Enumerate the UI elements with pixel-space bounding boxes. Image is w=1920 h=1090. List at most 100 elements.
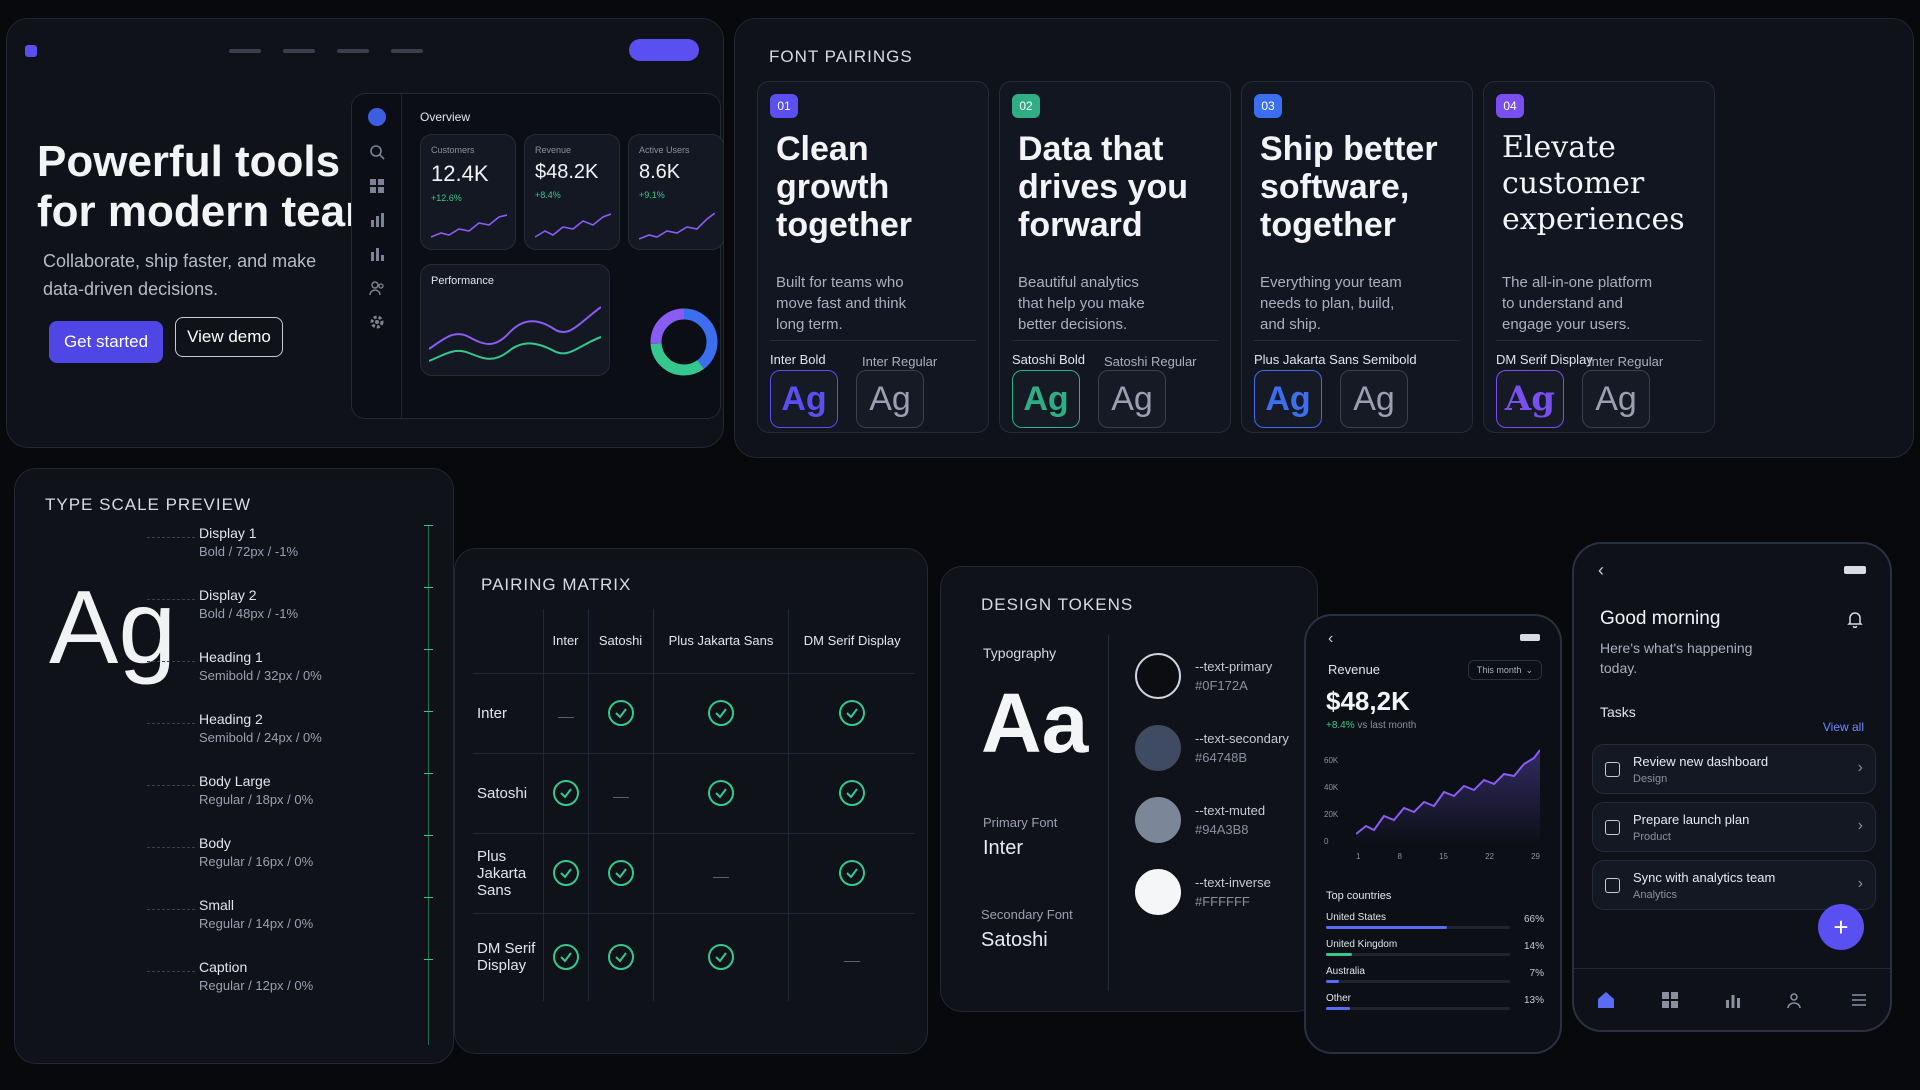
period-select[interactable]: This month ⌄: [1467, 660, 1542, 680]
font-sample-primary[interactable]: Ag: [1012, 370, 1080, 428]
bell-icon[interactable]: [1846, 610, 1864, 628]
dash-icon: [612, 796, 629, 798]
matrix-row-header: Inter: [473, 672, 543, 753]
type-scale-name: Display 2: [199, 587, 257, 603]
nav-link[interactable]: [391, 49, 423, 53]
matrix-cell[interactable]: [788, 832, 915, 913]
task-item[interactable]: Sync with analytics team Analytics ›: [1592, 860, 1876, 910]
matrix-cell[interactable]: [587, 752, 654, 833]
design-tokens-heading: DESIGN TOKENS: [981, 595, 1134, 614]
revenue-chart: [1356, 749, 1540, 846]
matrix-cell[interactable]: [788, 912, 915, 1001]
hero-card: Powerful tools for modern teams Collabor…: [6, 18, 724, 448]
type-scale-spec: Regular / 12px / 0%: [199, 978, 314, 993]
bar-chart-icon[interactable]: [369, 212, 385, 228]
sparkline: [431, 214, 507, 238]
home-icon[interactable]: [1596, 990, 1616, 1010]
task-checkbox[interactable]: [1605, 878, 1620, 893]
token-text: --text-secondary #64748B: [1195, 731, 1289, 765]
nav-cta-button[interactable]: [629, 39, 699, 61]
users-icon[interactable]: [368, 280, 385, 296]
matrix-cell[interactable]: [788, 752, 915, 833]
type-scale-divider: [147, 909, 195, 910]
search-icon[interactable]: [369, 144, 385, 160]
nav-link[interactable]: [283, 49, 315, 53]
type-scale-row: Caption Regular / 12px / 0%: [147, 959, 433, 993]
scale-tick: [424, 773, 433, 774]
y-tick-label: 40K: [1324, 783, 1339, 792]
divider: [1254, 340, 1460, 341]
view-demo-button[interactable]: View demo: [175, 317, 283, 357]
menu-icon[interactable]: [1850, 991, 1868, 1009]
matrix-cell[interactable]: [542, 912, 588, 1001]
matrix-cell[interactable]: [542, 752, 588, 833]
task-checkbox[interactable]: [1605, 820, 1620, 835]
matrix-corner: [473, 609, 543, 673]
check-icon: [839, 780, 866, 806]
task-tag: Analytics: [1633, 889, 1678, 901]
revenue-change: +8.4% vs last month: [1326, 720, 1417, 731]
typography-label: Typography: [983, 645, 1057, 661]
type-scale-row: Display 2 Bold / 48px / -1%: [147, 587, 433, 621]
grid-icon[interactable]: [1661, 991, 1679, 1009]
type-scale-spec: Semibold / 24px / 0%: [199, 730, 322, 745]
view-all-link[interactable]: View all: [1822, 720, 1864, 734]
greeting: Good morning: [1600, 608, 1721, 629]
font-sample-secondary[interactable]: Ag: [1098, 370, 1166, 428]
matrix-cell[interactable]: [652, 752, 789, 833]
country-percent: 14%: [1523, 941, 1544, 952]
font-sample-primary[interactable]: Ag: [770, 370, 838, 428]
pairing-card[interactable]: 02 Data that drives you forward Beautiful an…: [999, 81, 1231, 433]
back-icon[interactable]: ‹: [1328, 630, 1334, 647]
x-tick-label: 15: [1439, 852, 1448, 861]
matrix-cell[interactable]: [542, 672, 588, 753]
bar-chart-icon[interactable]: [1724, 991, 1742, 1009]
font-sample-primary[interactable]: Ag: [1254, 370, 1322, 428]
chevron-right-icon: ›: [1857, 875, 1863, 892]
task-item[interactable]: Review new dashboard Design ›: [1592, 744, 1876, 794]
check-icon: [552, 780, 579, 806]
task-item[interactable]: Prepare launch plan Product ›: [1592, 802, 1876, 852]
performance-chart: [429, 306, 601, 362]
add-task-button[interactable]: +: [1818, 904, 1864, 950]
matrix-cell[interactable]: [652, 672, 789, 753]
token-name: --text-muted: [1195, 803, 1266, 818]
token-hex: #94A3B8: [1195, 822, 1249, 837]
matrix-cell[interactable]: [652, 912, 789, 1001]
check-icon: [552, 944, 579, 971]
matrix-cell[interactable]: [788, 672, 915, 753]
token-hex: #64748B: [1195, 750, 1248, 765]
matrix-cell[interactable]: [542, 832, 588, 913]
divider: [1496, 340, 1702, 341]
back-icon[interactable]: ‹: [1598, 560, 1604, 580]
matrix-cell[interactable]: [587, 912, 654, 1001]
pairing-card[interactable]: 04 Elevate customer experiences The all-in-o…: [1483, 81, 1715, 433]
country-percent: 13%: [1523, 995, 1544, 1006]
type-scale-row: Small Regular / 14px / 0%: [147, 897, 433, 931]
pairing-card[interactable]: 01 Clean growth together Built for teams who…: [757, 81, 989, 433]
type-scale-divider: [147, 723, 195, 724]
users-icon[interactable]: [1787, 991, 1805, 1009]
type-scale-row: Heading 1 Semibold / 32px / 0%: [147, 649, 433, 683]
task-checkbox[interactable]: [1605, 762, 1620, 777]
pairing-card[interactable]: 03 Ship better software, together Everything…: [1241, 81, 1473, 433]
get-started-button[interactable]: Get started: [49, 321, 163, 363]
type-scale-divider: [147, 661, 195, 662]
font-sample-secondary[interactable]: Ag: [1582, 370, 1650, 428]
analytics-icon[interactable]: [369, 246, 385, 262]
grid-icon[interactable]: [369, 178, 385, 194]
font-sample-primary[interactable]: Ag: [1496, 370, 1564, 428]
divider: [1012, 340, 1218, 341]
matrix-cell[interactable]: [587, 672, 654, 753]
typography-sample: Aa: [981, 676, 1089, 770]
matrix-cell[interactable]: [652, 832, 789, 913]
chevron-right-icon: ›: [1857, 817, 1863, 834]
nav-link[interactable]: [337, 49, 369, 53]
nav-link[interactable]: [229, 49, 261, 53]
font-sample-secondary[interactable]: Ag: [856, 370, 924, 428]
settings-icon[interactable]: [369, 314, 385, 330]
stat-card: Active Users 8.6K +9.1%: [628, 134, 723, 250]
font-sample-secondary[interactable]: Ag: [1340, 370, 1408, 428]
matrix-cell[interactable]: [587, 832, 654, 913]
logo-icon: [25, 45, 37, 57]
